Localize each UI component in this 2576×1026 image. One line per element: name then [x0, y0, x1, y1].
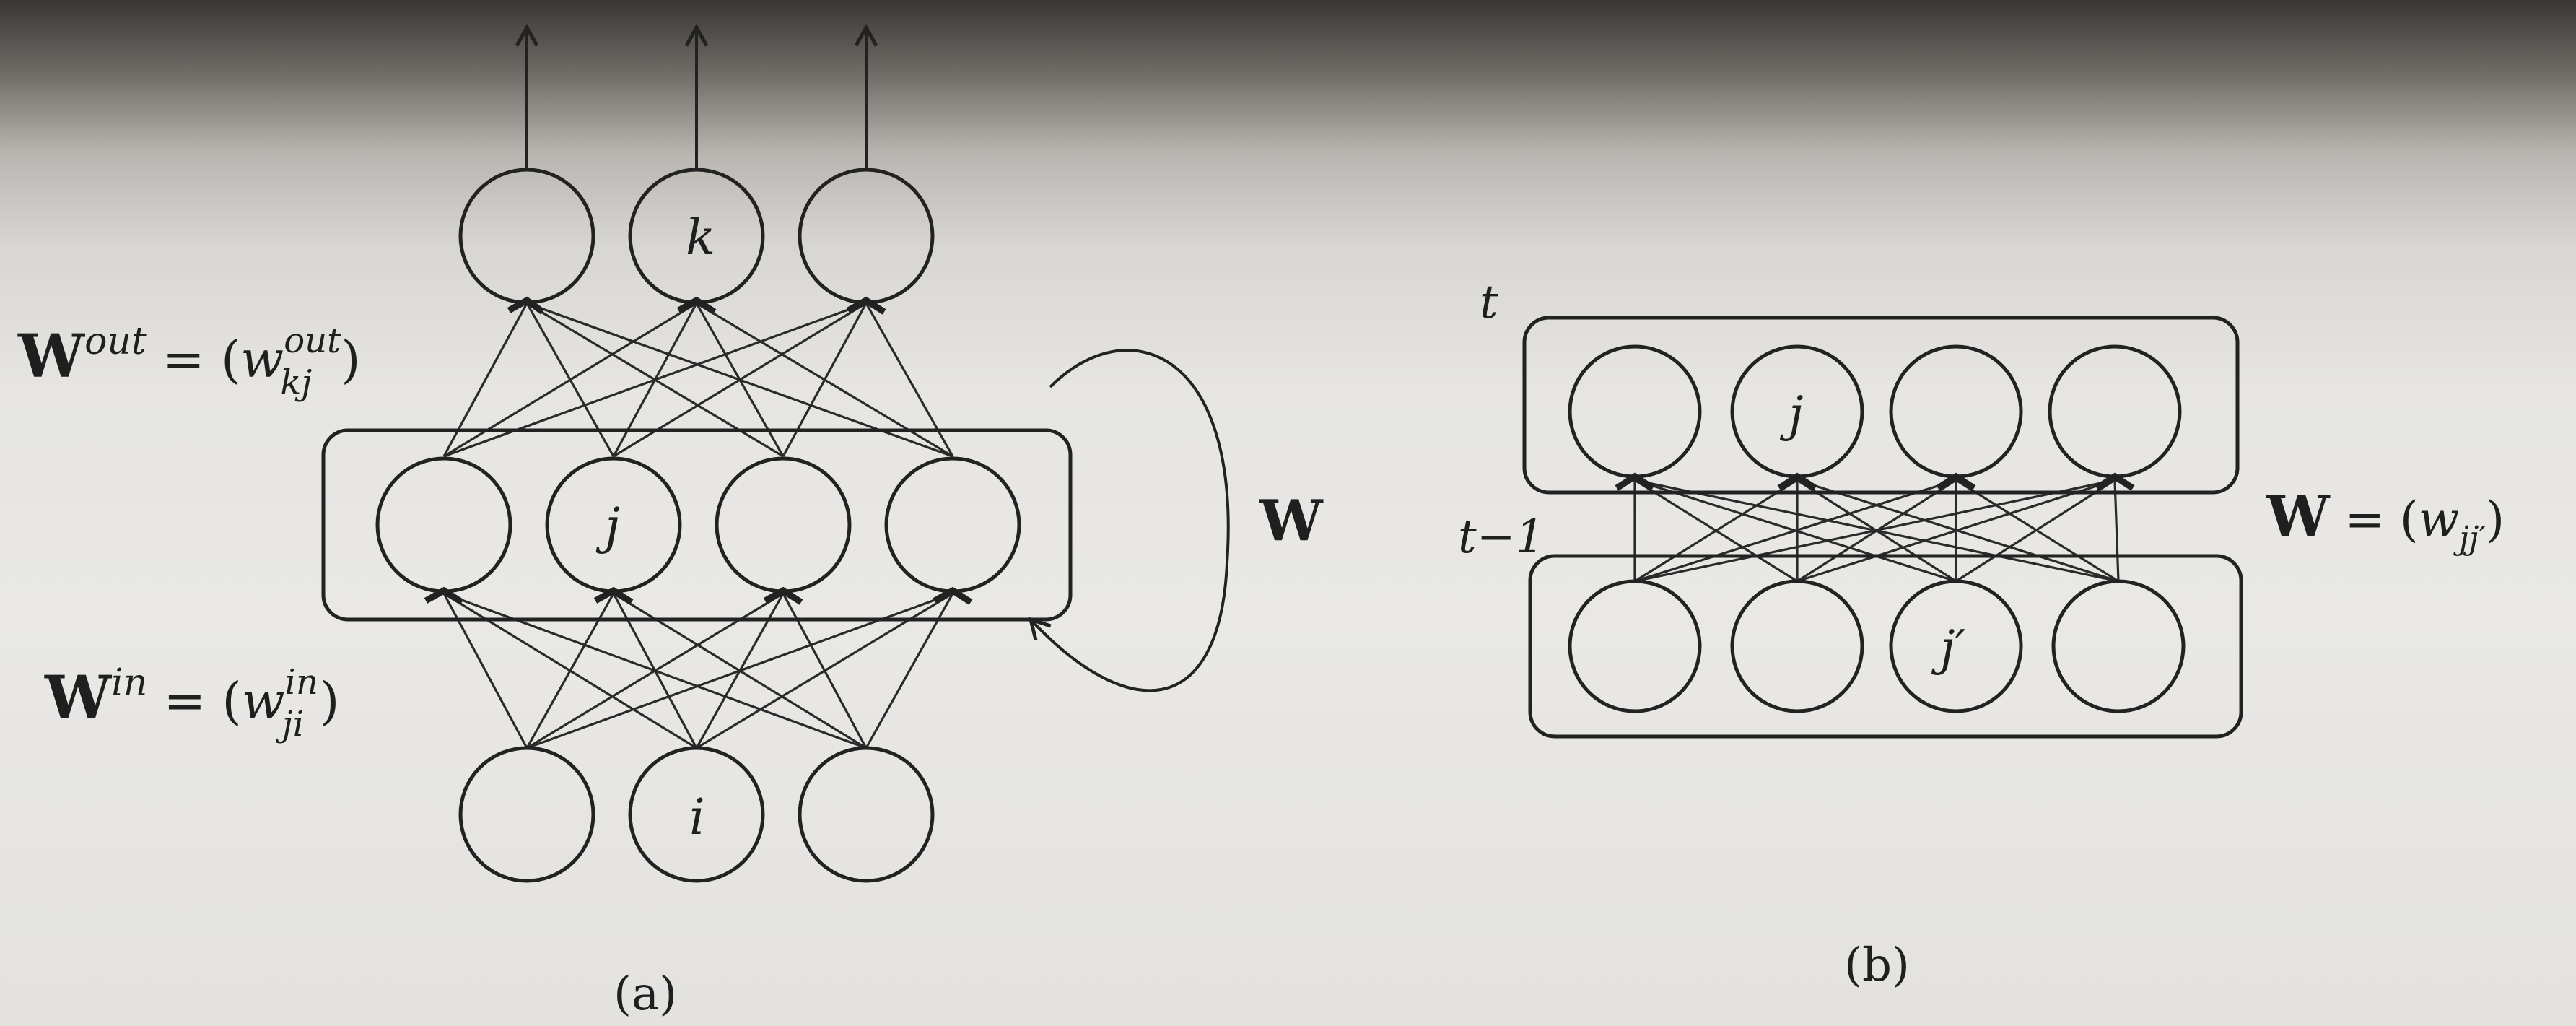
- input-node-i: [628, 746, 765, 883]
- caption-b: (b): [1844, 939, 1910, 992]
- hidden-node-j: [545, 456, 682, 594]
- output-node-k: [628, 168, 765, 305]
- hidden-node-1: [375, 456, 512, 594]
- hidden-layer-box: [321, 428, 1073, 622]
- upper-node-1: [1568, 344, 1702, 479]
- upper-node-3: [1889, 344, 2023, 479]
- output-node-1: [458, 168, 595, 305]
- w-out-label: Wout = (wout kj): [17, 320, 361, 403]
- lower-node-1: [1568, 579, 1702, 713]
- output-node-label: k: [686, 209, 715, 266]
- hidden-node-4: [884, 456, 1021, 594]
- edges-input-to-hidden: [424, 586, 973, 749]
- input-node-3: [798, 746, 935, 883]
- lower-node-jprime: [1889, 579, 2023, 713]
- time-label-t: t: [1480, 276, 1498, 329]
- upper-node-j: [1730, 344, 1864, 479]
- hidden-node-label: j: [595, 498, 620, 555]
- layer-t-box: [1522, 316, 2240, 495]
- lower-node-2: [1730, 579, 1864, 713]
- lower-node-4: [2051, 579, 2186, 713]
- recurrent-loop: [1028, 349, 1230, 692]
- lower-node-label: j′: [1931, 620, 1965, 676]
- upper-node-label: j: [1779, 386, 1803, 442]
- edges-hidden-to-output: [442, 296, 954, 458]
- upper-node-4: [2048, 344, 2182, 479]
- w-in-label: Win = (win ji): [44, 661, 339, 744]
- output-node-3: [798, 168, 935, 305]
- panel-b: t t−1 j: [1458, 276, 2505, 992]
- input-node-1: [458, 746, 595, 883]
- panel-a: W k j i Wout = (wout kj) Win = (win ji) (a…: [17, 23, 1324, 1021]
- output-arrows: [515, 23, 878, 168]
- time-label-t-minus-1: t−1: [1458, 510, 1545, 564]
- recurrent-weight-label: W: [1259, 488, 1324, 554]
- caption-a: (a): [614, 968, 677, 1021]
- hidden-node-3: [715, 456, 852, 594]
- input-node-label: i: [689, 789, 705, 846]
- w-recurrent-label: W = (wjj′): [2266, 484, 2505, 557]
- layer-t-minus-1-box: [1528, 554, 2243, 739]
